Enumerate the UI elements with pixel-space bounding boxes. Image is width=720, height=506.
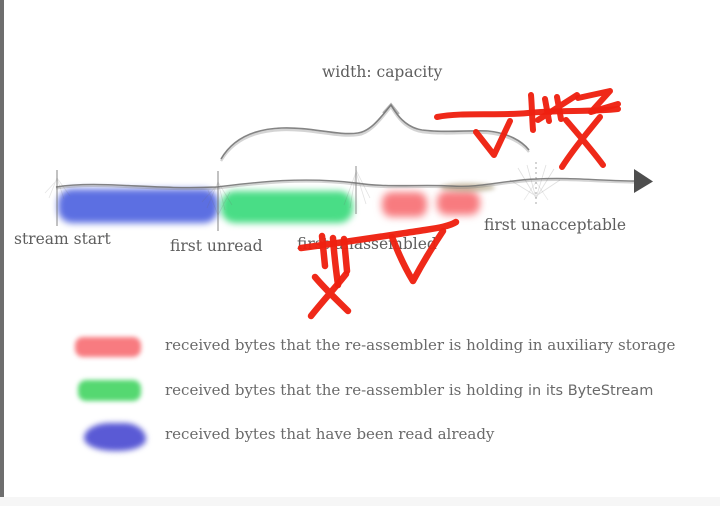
left-border [0,0,4,497]
red-strike-line-top [434,106,621,120]
tick-first-unacceptable [509,162,561,205]
capacity-brace [219,102,530,162]
axis-label-first-unacceptable: first unacceptable [484,216,627,234]
segment-aux-storage-1 [382,192,427,217]
bottom-strip [0,497,720,506]
segment-bytestream-bytes [221,191,353,223]
pen-smudge [440,183,495,192]
legend-swatch-bytestream [78,380,141,401]
segment-read-bytes [58,189,218,223]
red-x-mark-bottom [307,270,352,320]
capacity-label: width: capacity [322,63,443,81]
legend-label-aux-storage-text: received bytes that the re-assembler is … [165,336,676,354]
legend-label-bytestream-alt: in its ByteStream [528,383,654,399]
legend-swatch-aux-storage [75,337,141,357]
legend-swatch-read [84,423,146,451]
red-x-mark-top [559,114,606,170]
legend-label-read: received bytes that have been read alrea… [165,425,494,443]
legend-label-aux-storage: received bytes that the re-assembler is … [165,336,675,354]
red-tally-marks-top [528,92,580,133]
red-zigzag-top [575,88,621,115]
red-checkmark-top [473,118,513,158]
segment-aux-storage-2 [437,191,480,215]
axis-label-first-unassembled: first unassembled [297,235,437,253]
legend-label-bytestream: received bytes that the re-assembler is … [165,381,653,399]
red-annotation-top [434,88,621,170]
axis-label-stream-start: stream start [14,230,111,248]
axis-label-first-unread: first unread [170,237,263,255]
axis-arrowhead [634,169,653,193]
legend-label-bytestream-text: received bytes that the re-assembler is … [165,381,529,399]
legend-label-read-text: received bytes that have been read alrea… [165,425,495,443]
